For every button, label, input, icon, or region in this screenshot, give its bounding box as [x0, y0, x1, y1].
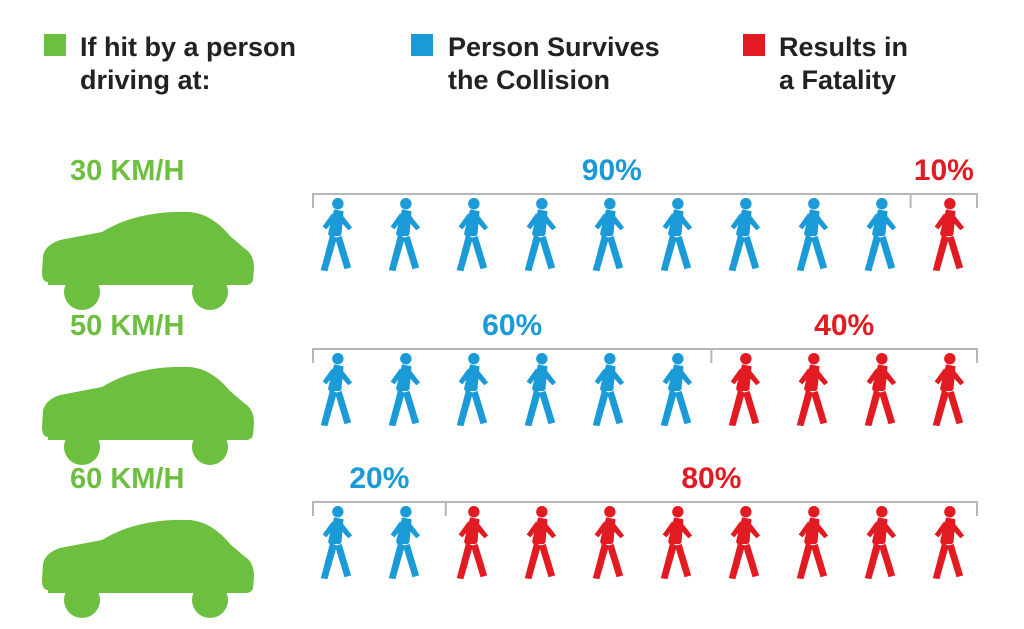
- car-icon: [42, 211, 254, 310]
- bracket: [312, 193, 978, 208]
- survivor-pedestrian-icon: [320, 198, 353, 272]
- survivor-pedestrian-icon: [728, 198, 761, 272]
- legend-label-speed-line1: If hit by a person: [80, 32, 296, 62]
- survivor-pedestrian-icon: [320, 353, 353, 427]
- legend-label-survive-line1: Person Survives: [448, 32, 660, 62]
- survivor-pedestrian-icon: [592, 198, 625, 272]
- survivor-pedestrian-icon: [456, 198, 489, 272]
- survivor-pedestrian-icon: [524, 198, 557, 272]
- survivor-pedestrian-icon: [592, 353, 625, 427]
- survivor-pedestrian-icon: [388, 353, 421, 427]
- legend-label-speed-line2: driving at:: [80, 65, 211, 95]
- chart-row: 60 KM/H 20% 80%: [42, 462, 978, 618]
- legend-item-speed: If hit by a person driving at:: [44, 32, 296, 95]
- legend-label-fatal-line2: a Fatality: [779, 65, 896, 95]
- survive-percent-label: 60%: [482, 309, 542, 342]
- fatality-pedestrian-icon: [796, 506, 829, 580]
- fatality-pedestrian-icon: [728, 506, 761, 580]
- fatality-pedestrian-icon: [592, 506, 625, 580]
- fatality-percent-label: 80%: [681, 462, 741, 495]
- fatality-pedestrian-icon: [660, 506, 693, 580]
- legend-swatch-fatal: [743, 34, 765, 56]
- car-icon: [42, 366, 254, 465]
- fatality-pedestrian-icon: [932, 506, 965, 580]
- survivor-pedestrian-icon: [796, 198, 829, 272]
- survivor-pedestrian-icon: [456, 353, 489, 427]
- legend-label-survive-line2: the Collision: [448, 65, 610, 95]
- legend: If hit by a person driving at: Person Su…: [44, 32, 908, 95]
- fatality-pedestrian-icon: [932, 198, 965, 272]
- fatality-percent-label: 10%: [914, 154, 974, 187]
- fatality-pedestrian-icon: [796, 353, 829, 427]
- survivor-pedestrian-icon: [660, 198, 693, 272]
- speed-label: 60 KM/H: [70, 463, 184, 495]
- speed-label: 30 KM/H: [70, 155, 184, 187]
- fatality-pedestrian-icon: [728, 353, 761, 427]
- survive-percent-label: 90%: [582, 154, 642, 187]
- fatality-pedestrian-icon: [864, 506, 897, 580]
- chart-rows: 30 KM/H 90% 10% 50 KM/H 60% 40% 60 KM/H 20% 80%: [42, 154, 978, 618]
- fatality-pedestrian-icon: [524, 506, 557, 580]
- survivor-pedestrian-icon: [864, 198, 897, 272]
- chart-row: 50 KM/H 60% 40%: [42, 309, 978, 465]
- legend-item-survive: Person Survives the Collision: [411, 32, 660, 95]
- legend-item-fatal: Results in a Fatality: [743, 32, 908, 95]
- legend-swatch-speed: [44, 34, 66, 56]
- legend-label-fatal-line1: Results in: [779, 32, 908, 62]
- survivor-pedestrian-icon: [524, 353, 557, 427]
- bracket: [312, 501, 978, 516]
- speed-label: 50 KM/H: [70, 310, 184, 342]
- legend-swatch-survive: [411, 34, 433, 56]
- fatality-pedestrian-icon: [932, 353, 965, 427]
- fatality-pedestrian-icon: [864, 353, 897, 427]
- survive-percent-label: 20%: [349, 462, 409, 495]
- survivor-pedestrian-icon: [388, 506, 421, 580]
- fatality-percent-label: 40%: [814, 309, 874, 342]
- chart-row: 30 KM/H 90% 10%: [42, 154, 978, 310]
- bracket: [312, 348, 978, 363]
- survivor-pedestrian-icon: [320, 506, 353, 580]
- survivor-pedestrian-icon: [660, 353, 693, 427]
- survivor-pedestrian-icon: [388, 198, 421, 272]
- car-icon: [42, 519, 254, 618]
- fatality-pedestrian-icon: [456, 506, 489, 580]
